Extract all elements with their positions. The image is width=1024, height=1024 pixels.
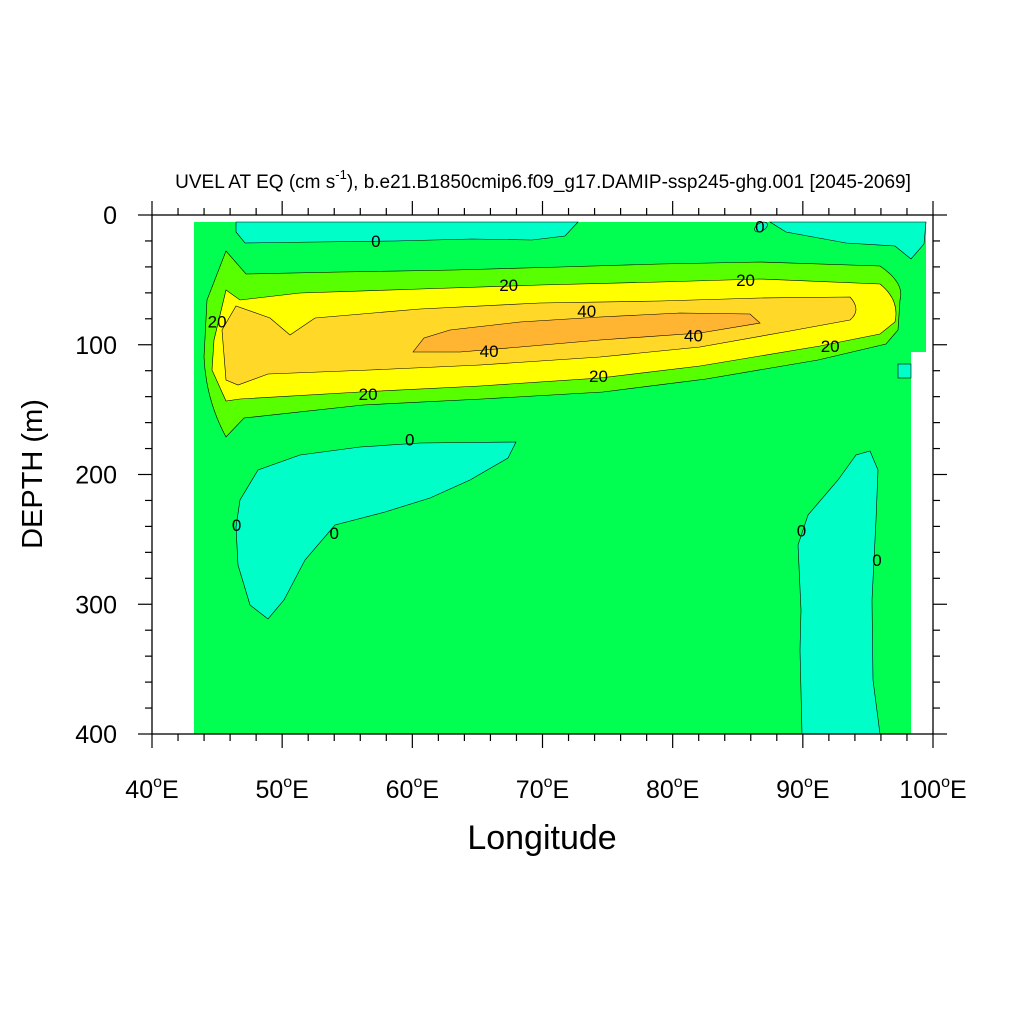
contour-label: 0 [329, 524, 338, 543]
x-axis-title: Longitude [467, 819, 616, 857]
fill-below-0 [897, 363, 912, 379]
contour-label: 20 [359, 385, 378, 404]
contour-labels: 0 0 20 20 20 40 40 40 20 20 20 0 0 0 0 0 [208, 218, 882, 570]
x-tick-label: 40oE [125, 774, 178, 804]
contour-label: 20 [208, 312, 227, 331]
x-tick-label: 70oE [516, 774, 569, 804]
contour-label: 0 [797, 521, 806, 540]
y-tick-label: 300 [75, 591, 117, 619]
fill-above-40 [412, 312, 761, 353]
contour-label: 0 [405, 430, 414, 449]
contour-label: 40 [684, 327, 703, 346]
x-tick-label: 100oE [899, 774, 966, 804]
x-tick-label: 80oE [646, 774, 699, 804]
contour-label: 20 [589, 367, 608, 386]
fill-below-0 [235, 441, 517, 620]
fill-below-0 [754, 221, 768, 233]
contour-label: 0 [232, 516, 241, 535]
x-tick-label: 90oE [776, 774, 829, 804]
contour-label: 0 [872, 551, 881, 570]
missing-region [911, 352, 933, 734]
contour-label: 20 [821, 337, 840, 356]
y-tick-label: 0 [103, 202, 117, 230]
contour-label: 40 [480, 342, 499, 361]
fill-below-0 [235, 221, 579, 244]
y-tick-label: 400 [75, 721, 117, 749]
missing-region-left [152, 215, 194, 734]
contour-label: 0 [755, 218, 764, 237]
fill-below-0 [797, 450, 881, 734]
y-axis-title: DEPTH (m) [17, 399, 49, 549]
missing-region-top [152, 215, 933, 222]
y-tick-label: 100 [75, 332, 117, 360]
contour-label: 20 [499, 276, 518, 295]
chart-title: UVEL AT EQ (cm s-1), b.e21.B1850cmip6.f0… [175, 167, 911, 193]
x-axis: 40oE 50oE 60oE 70oE 80oE 90oE 100oE [125, 201, 967, 804]
contour-fill-layer [152, 215, 933, 734]
fill-below-0 [768, 221, 927, 260]
y-tick-label: 200 [75, 462, 117, 490]
x-tick-label: 60oE [386, 774, 439, 804]
contour-label: 0 [371, 232, 380, 251]
contour-label: 20 [736, 271, 755, 290]
x-tick-label: 50oE [255, 774, 308, 804]
contour-label: 40 [577, 302, 596, 321]
